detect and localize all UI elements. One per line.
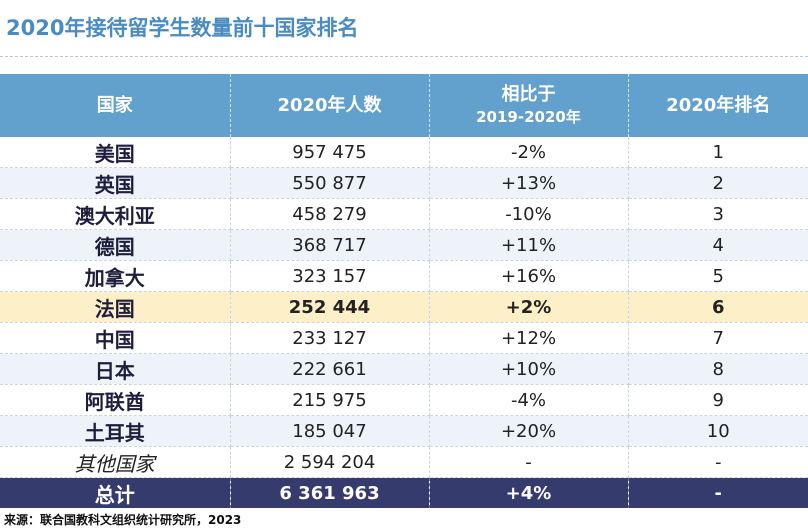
table-row: 德国 368 717 +11% 4 xyxy=(0,229,808,261)
country-cell: 美国 xyxy=(0,137,231,168)
count-cell: 458 279 xyxy=(230,198,430,230)
count-cell: 215 975 xyxy=(230,384,430,416)
country-cell: 土耳其 xyxy=(0,415,231,447)
header-count: 2020年人数 xyxy=(230,74,430,137)
rank-cell: 7 xyxy=(628,322,808,354)
count-cell: 368 717 xyxy=(230,229,430,261)
rank-cell: - xyxy=(628,477,808,508)
header-change-line2: 2019-2020年 xyxy=(476,107,581,126)
country-cell: 澳大利亚 xyxy=(0,198,231,230)
rank-cell: 5 xyxy=(628,260,808,292)
table-row: 中国 233 127 +12% 7 xyxy=(0,322,808,354)
change-cell: +13% xyxy=(429,167,629,199)
change-cell: +2% xyxy=(429,291,629,323)
rank-cell: 3 xyxy=(628,198,808,230)
count-cell: 957 475 xyxy=(230,137,430,168)
count-cell: 185 047 xyxy=(230,415,430,447)
table-row: 土耳其 185 047 +20% 10 xyxy=(0,415,808,447)
table-header-row: 国家 2020年人数 相比于 2019-2020年 2020年排名 xyxy=(0,74,808,137)
title-divider xyxy=(0,56,808,57)
change-cell: +4% xyxy=(429,477,629,508)
change-cell: +10% xyxy=(429,353,629,385)
table-row: 加拿大 323 157 +16% 5 xyxy=(0,260,808,292)
table-row: 阿联酋 215 975 -4% 9 xyxy=(0,384,808,416)
count-cell: 6 361 963 xyxy=(230,477,430,508)
header-change-line1: 相比于 xyxy=(501,83,556,105)
country-cell: 日本 xyxy=(0,353,231,385)
rank-cell: 1 xyxy=(628,137,808,168)
rank-cell: 9 xyxy=(628,384,808,416)
country-cell: 法国 xyxy=(0,291,231,323)
table-row: 英国 550 877 +13% 2 xyxy=(0,167,808,199)
table-row: 澳大利亚 458 279 -10% 3 xyxy=(0,198,808,230)
header-change: 相比于 2019-2020年 xyxy=(429,74,629,137)
country-cell: 阿联酋 xyxy=(0,384,231,416)
change-cell: +12% xyxy=(429,322,629,354)
count-cell: 550 877 xyxy=(230,167,430,199)
change-cell: -10% xyxy=(429,198,629,230)
source-note: 来源：联合国教科文组织统计研究所，2023 xyxy=(4,513,242,527)
rank-cell: 10 xyxy=(628,415,808,447)
count-cell: 233 127 xyxy=(230,322,430,354)
table-row: 美国 957 475 -2% 1 xyxy=(0,137,808,168)
change-cell: -4% xyxy=(429,384,629,416)
change-cell: - xyxy=(429,446,629,478)
table-row-other: 其他国家 2 594 204 - - xyxy=(0,446,808,478)
country-cell: 加拿大 xyxy=(0,260,231,292)
country-cell: 德国 xyxy=(0,229,231,261)
table-row-total: 总计 6 361 963 +4% - xyxy=(0,477,808,508)
table-row-highlighted: 法国 252 444 +2% 6 xyxy=(0,291,808,323)
page-title: 2020年接待留学生数量前十国家排名 xyxy=(6,16,359,40)
rank-cell: 6 xyxy=(628,291,808,323)
rank-cell: 2 xyxy=(628,167,808,199)
change-cell: +11% xyxy=(429,229,629,261)
header-rank: 2020年排名 xyxy=(628,74,808,137)
count-cell: 2 594 204 xyxy=(230,446,430,478)
rank-cell: 4 xyxy=(628,229,808,261)
table-row: 日本 222 661 +10% 8 xyxy=(0,353,808,385)
count-cell: 252 444 xyxy=(230,291,430,323)
count-cell: 323 157 xyxy=(230,260,430,292)
country-cell: 中国 xyxy=(0,322,231,354)
count-cell: 222 661 xyxy=(230,353,430,385)
country-cell: 英国 xyxy=(0,167,231,199)
header-country: 国家 xyxy=(0,74,231,137)
country-cell: 总计 xyxy=(0,477,231,508)
change-cell: -2% xyxy=(429,137,629,168)
rank-cell: - xyxy=(628,446,808,478)
rank-cell: 8 xyxy=(628,353,808,385)
change-cell: +16% xyxy=(429,260,629,292)
change-cell: +20% xyxy=(429,415,629,447)
ranking-table: 国家 2020年人数 相比于 2019-2020年 2020年排名 美国 957… xyxy=(0,74,808,508)
country-cell: 其他国家 xyxy=(0,446,231,478)
